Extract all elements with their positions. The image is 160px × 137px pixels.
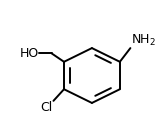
Text: Cl: Cl [41,101,53,114]
Text: HO: HO [19,47,39,60]
Text: NH$_2$: NH$_2$ [131,32,156,48]
